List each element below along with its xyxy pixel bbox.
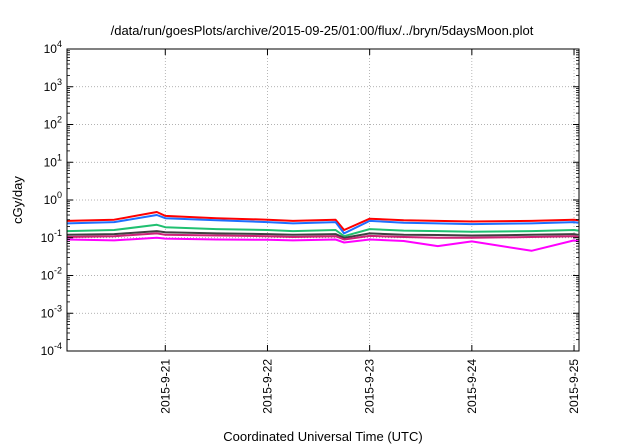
series-line-5 (67, 232, 579, 241)
series-line-4 (67, 230, 579, 239)
x-tick-label: 2015-9-24 (465, 359, 479, 414)
x-axis-ticks: 2015-9-21 2015-9-22 2015-9-23 2015-9-24 2015… (158, 49, 581, 414)
plot-area: 10-4 10-3 10-2 10-1 100 101 102 103 104 2015-9-2… (41, 39, 581, 414)
y-tick-label: 103 (44, 77, 62, 94)
y-axis-ticks: 10-4 10-3 10-2 10-1 100 101 102 103 104 (41, 39, 579, 358)
x-tick-label: 2015-9-23 (363, 359, 377, 414)
y-tick-label: 10-3 (41, 303, 62, 320)
series-line-2 (67, 214, 579, 235)
chart-title: /data/run/goesPlots/archive/2015-09-25/0… (111, 23, 534, 38)
grid (67, 49, 579, 351)
y-axis-label: cGy/day (10, 176, 25, 224)
y-tick-label: 100 (44, 190, 62, 207)
x-tick-label: 2015-9-21 (158, 359, 172, 414)
x-tick-label: 2015-9-22 (260, 359, 274, 414)
y-tick-label: 104 (44, 39, 62, 56)
y-tick-label: 10-4 (41, 341, 62, 358)
series-line-3 (67, 223, 579, 238)
y-tick-label: 10-1 (41, 228, 62, 245)
y-tick-label: 101 (44, 152, 62, 169)
x-tick-label: 2015-9-25 (567, 359, 581, 414)
y-tick-label: 102 (44, 115, 62, 132)
y-tick-label: 10-2 (41, 266, 62, 283)
series-group (67, 211, 579, 252)
series-line-1 (67, 211, 579, 231)
series-line-6 (67, 236, 579, 252)
x-axis-label: Coordinated Universal Time (UTC) (223, 429, 422, 444)
